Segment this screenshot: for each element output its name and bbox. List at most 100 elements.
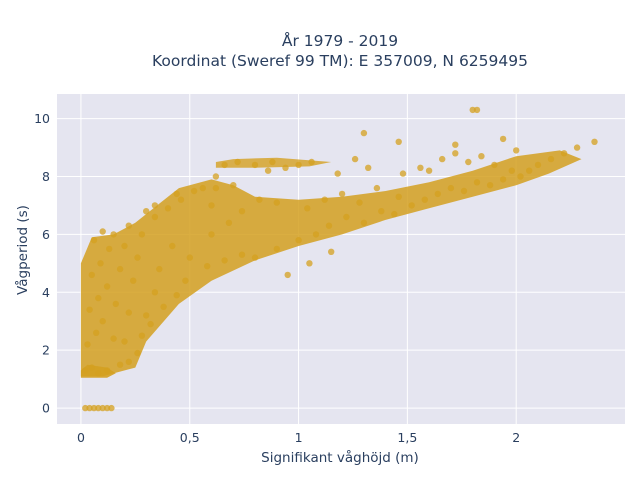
data-point <box>343 213 350 221</box>
data-point <box>212 173 220 180</box>
data-point <box>517 173 524 180</box>
data-point <box>434 190 441 198</box>
data-point <box>465 158 472 166</box>
data-point <box>151 289 159 296</box>
point-cloud-main <box>80 150 582 377</box>
data-point <box>360 219 368 226</box>
y-tick-label: 6 <box>42 227 50 242</box>
data-point <box>534 161 542 169</box>
data-point <box>378 208 385 215</box>
data-point <box>230 182 237 189</box>
data-point <box>321 196 328 203</box>
data-point <box>373 184 381 192</box>
chart-title-line1: År 1979 - 2019 <box>282 31 398 50</box>
data-point <box>308 158 315 166</box>
y-tick-label: 10 <box>34 111 50 126</box>
data-point <box>473 106 481 114</box>
data-point <box>238 208 246 215</box>
data-point <box>173 190 180 198</box>
y-tick-label: 8 <box>42 169 50 184</box>
data-point <box>99 404 106 412</box>
data-point <box>395 193 402 200</box>
data-point <box>221 257 228 264</box>
data-point <box>325 222 333 229</box>
data-point <box>164 205 172 212</box>
data-point <box>177 196 185 203</box>
data-point <box>225 219 233 226</box>
data-point <box>134 254 141 261</box>
data-point <box>204 263 211 270</box>
data-point <box>560 150 568 157</box>
data-point <box>186 254 193 261</box>
data-point <box>95 294 102 302</box>
data-point <box>356 199 363 206</box>
data-point <box>526 167 533 174</box>
data-point <box>99 228 106 235</box>
data-point <box>478 153 485 160</box>
x-tick-label: 2 <box>512 430 520 445</box>
data-point <box>103 367 111 374</box>
x-tick-label: 0,5 <box>180 430 200 445</box>
data-point <box>328 248 335 255</box>
data-points <box>82 106 598 412</box>
data-point <box>103 283 111 290</box>
data-point <box>199 184 206 192</box>
data-point <box>499 135 507 143</box>
data-point <box>125 358 132 365</box>
data-point <box>486 182 494 189</box>
data-point <box>238 251 246 258</box>
data-point <box>134 349 141 357</box>
data-point <box>425 167 433 174</box>
chart-title-line2: Koordinat (Sweref 99 TM): E 357009, N 62… <box>152 52 528 70</box>
data-point <box>573 144 581 151</box>
data-point <box>334 170 341 177</box>
y-tick-label: 4 <box>42 285 50 300</box>
data-point <box>125 222 132 229</box>
data-point <box>508 167 515 174</box>
data-point <box>84 341 91 348</box>
data-point <box>395 138 402 145</box>
data-point <box>169 242 176 250</box>
data-point <box>156 265 163 273</box>
data-point <box>264 167 272 174</box>
data-point <box>460 187 468 195</box>
data-point <box>143 312 150 319</box>
data-point <box>360 129 368 137</box>
data-point <box>284 271 291 279</box>
data-point <box>282 164 289 171</box>
data-point <box>86 404 93 412</box>
data-point <box>86 306 93 313</box>
data-point <box>116 361 124 368</box>
data-point <box>513 147 520 154</box>
data-point <box>110 231 117 238</box>
data-point <box>234 158 241 166</box>
y-tick-labels: 0 2 4 6 8 10 <box>34 111 50 415</box>
data-point <box>269 158 276 166</box>
data-point <box>452 150 459 157</box>
x-tick-labels: 0 0,5 1 1,5 2 <box>77 430 520 445</box>
data-point <box>447 184 455 192</box>
data-point <box>547 155 555 163</box>
data-point <box>112 300 120 308</box>
data-point <box>110 335 117 342</box>
data-point <box>143 208 150 215</box>
data-point <box>306 260 313 267</box>
data-point <box>173 292 180 299</box>
data-point <box>151 213 159 221</box>
data-point <box>452 141 459 148</box>
x-axis-label: Signifikant våghöjd (m) <box>261 449 419 466</box>
data-point <box>108 404 115 412</box>
data-point <box>391 210 398 218</box>
data-point <box>591 138 598 145</box>
data-point <box>151 202 159 209</box>
data-point <box>121 242 128 250</box>
data-point <box>208 231 215 238</box>
x-tick-label: 0 <box>77 430 85 445</box>
x-tick-label: 1 <box>295 430 303 445</box>
data-point <box>97 260 104 267</box>
data-point <box>365 164 372 171</box>
data-point <box>499 176 507 183</box>
data-point <box>491 161 498 169</box>
data-point <box>138 231 146 238</box>
